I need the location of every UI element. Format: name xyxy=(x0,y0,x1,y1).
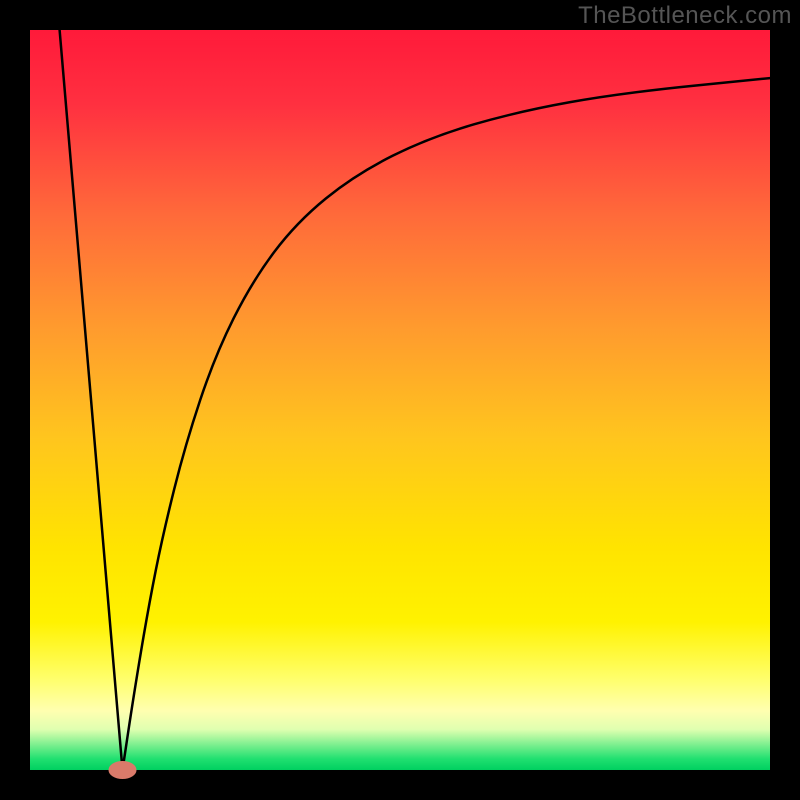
bottleneck-curve-chart xyxy=(0,0,800,800)
watermark-text: TheBottleneck.com xyxy=(578,2,792,30)
chart-container: TheBottleneck.com xyxy=(0,0,800,800)
optimal-point-marker xyxy=(109,761,137,779)
